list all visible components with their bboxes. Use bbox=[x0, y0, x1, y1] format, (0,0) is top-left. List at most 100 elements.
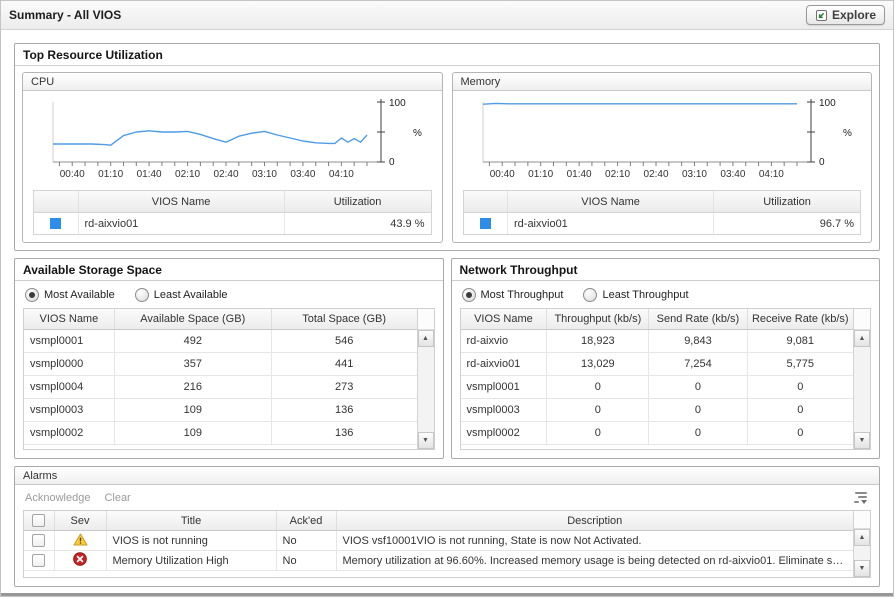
radio-most-available[interactable]: Most Available bbox=[25, 288, 115, 302]
radio-least-available[interactable]: Least Available bbox=[134, 288, 228, 302]
value-cell: 216 bbox=[114, 375, 272, 399]
alarm-checkbox[interactable] bbox=[32, 554, 46, 567]
column-header-send-rate-kb-s[interactable]: Send Rate (kb/s) bbox=[648, 309, 748, 330]
legend-row[interactable]: rd-aixvio01 43.9 % bbox=[34, 212, 431, 234]
radio-label: Least Available bbox=[153, 289, 228, 301]
radio-least-throughput[interactable]: Least Throughput bbox=[583, 288, 689, 302]
network-table: VIOS Name Throughput (kb/s) Send Rate (kb/… bbox=[460, 309, 853, 449]
middle-row: Available Storage Space Most Available Le… bbox=[14, 258, 880, 459]
vios-name-cell: vsmpl0003 bbox=[460, 398, 548, 422]
alarm-description-cell: VIOS vsf10001VIO is not running, State i… bbox=[336, 530, 853, 551]
alarms-table-wrap: Sev Title Ack'ed Description VIOS is not run… bbox=[23, 510, 871, 578]
legend-column-header-utilization[interactable]: Utilization bbox=[284, 191, 431, 213]
legend-swatch-header bbox=[463, 191, 508, 213]
explore-button[interactable]: Explore bbox=[805, 5, 885, 25]
scroll-down-button[interactable]: ▼ bbox=[854, 432, 870, 449]
svg-text:02:40: 02:40 bbox=[214, 169, 239, 180]
svg-text:03:10: 03:10 bbox=[681, 169, 706, 180]
column-header-title[interactable]: Title bbox=[106, 511, 277, 531]
scroll-down-button[interactable]: ▼ bbox=[854, 560, 870, 577]
column-header-available-space-gb[interactable]: Available Space (GB) bbox=[114, 309, 272, 330]
radio-label: Most Available bbox=[44, 289, 115, 301]
cpu-card: CPU 00:40 01:10 01:40 02:10 02:40 03:10 03:40 0… bbox=[22, 72, 443, 243]
scroll-down-button[interactable]: ▼ bbox=[417, 432, 434, 449]
value-cell: 9,081 bbox=[747, 329, 853, 353]
storage-scrollbar[interactable]: ▲ ▼ bbox=[416, 309, 434, 449]
column-header-total-space-gb[interactable]: Total Space (GB) bbox=[271, 309, 417, 330]
storage-radio-group: Most Available Least Available bbox=[15, 281, 443, 308]
table-row[interactable]: vsmpl0003 0 0 0 bbox=[460, 398, 853, 422]
storage-table: VIOS Name Available Space (GB) Total Space… bbox=[24, 309, 417, 449]
value-cell: 273 bbox=[271, 375, 417, 399]
column-header-sev[interactable]: Sev bbox=[54, 511, 107, 531]
column-header-description[interactable]: Description bbox=[336, 511, 853, 531]
table-row[interactable]: vsmpl0001 492 546 bbox=[24, 329, 417, 353]
radio-icon bbox=[461, 288, 476, 302]
value-cell: 7,254 bbox=[648, 352, 748, 376]
legend-row[interactable]: rd-aixvio01 96.7 % bbox=[463, 212, 861, 234]
svg-text:03:40: 03:40 bbox=[720, 169, 745, 180]
memory-card: Memory 00:40 01:10 01:40 02:10 02:40 03:10 03:… bbox=[451, 72, 872, 243]
column-header-receive-rate-kb-s[interactable]: Receive Rate (kb/s) bbox=[747, 309, 853, 330]
legend-column-header-vios-name[interactable]: VIOS Name bbox=[78, 191, 285, 213]
network-table-wrap: VIOS Name Throughput (kb/s) Send Rate (kb/… bbox=[459, 308, 871, 450]
alarm-checkbox[interactable] bbox=[32, 534, 46, 547]
value-cell: 109 bbox=[114, 421, 272, 445]
fatal-icon bbox=[73, 552, 87, 566]
value-cell: 5,775 bbox=[747, 352, 853, 376]
legend-column-header-utilization[interactable]: Utilization bbox=[713, 191, 860, 213]
alarms-toolbar: Acknowledge Clear bbox=[15, 485, 879, 510]
alarm-severity-cell bbox=[54, 550, 107, 571]
value-cell: 136 bbox=[271, 421, 417, 445]
alarm-acked-cell: No bbox=[276, 550, 337, 571]
select-all-checkbox[interactable] bbox=[32, 514, 46, 527]
cpu-chart: 00:40 01:10 01:40 02:10 02:40 03:10 03:40 04:10… bbox=[23, 91, 442, 189]
explore-button-label: Explore bbox=[831, 8, 876, 22]
value-cell: 9,843 bbox=[648, 329, 748, 353]
table-row[interactable]: vsmpl0004 216 273 bbox=[24, 375, 417, 399]
radio-most-throughput[interactable]: Most Throughput bbox=[461, 288, 563, 302]
legend-column-header-vios-name[interactable]: VIOS Name bbox=[507, 191, 715, 213]
scroll-up-button[interactable]: ▲ bbox=[417, 330, 434, 347]
alarm-actions: Acknowledge Clear bbox=[25, 492, 131, 504]
warning-icon bbox=[73, 533, 87, 545]
radio-icon bbox=[134, 288, 149, 302]
clear-button[interactable]: Clear bbox=[104, 492, 131, 504]
table-row[interactable]: rd-aixvio01 13,029 7,254 5,775 bbox=[460, 352, 853, 376]
table-options-icon[interactable] bbox=[852, 490, 869, 506]
scrollbar-track bbox=[854, 347, 870, 432]
svg-text:01:10: 01:10 bbox=[98, 169, 123, 180]
svg-text:0: 0 bbox=[819, 157, 825, 168]
svg-text:04:10: 04:10 bbox=[758, 169, 783, 180]
alarm-acked-cell: No bbox=[276, 530, 337, 551]
alarm-row[interactable]: Memory Utilization High No Memory utilizat… bbox=[24, 550, 853, 571]
column-header-vios-name[interactable]: VIOS Name bbox=[460, 309, 548, 330]
vios-name-cell: rd-aixvio01 bbox=[460, 352, 548, 376]
scroll-up-button[interactable]: ▲ bbox=[854, 529, 870, 546]
table-row[interactable]: vsmpl0002 109 136 bbox=[24, 421, 417, 445]
page-title: Summary - All VIOS bbox=[9, 8, 122, 22]
scroll-up-button[interactable]: ▲ bbox=[854, 330, 870, 347]
cpu-legend-table: VIOS Name Utilization rd-aixvio01 43.9 % bbox=[33, 190, 432, 235]
acknowledge-button[interactable]: Acknowledge bbox=[25, 492, 91, 504]
alarm-row[interactable]: VIOS is not running No VIOS vsf10001VIO is… bbox=[24, 530, 853, 551]
network-scrollbar[interactable]: ▲ ▼ bbox=[853, 309, 870, 449]
alarms-panel: Alarms Acknowledge Clear Sev Title Ack'ed D… bbox=[14, 466, 880, 587]
column-header-vios-name[interactable]: VIOS Name bbox=[24, 309, 115, 330]
alarm-severity-cell bbox=[54, 530, 107, 551]
memory-legend-table: VIOS Name Utilization rd-aixvio01 96.7 % bbox=[462, 190, 861, 235]
table-row[interactable]: rd-aixvio 18,923 9,843 9,081 bbox=[460, 329, 853, 353]
alarms-scrollbar[interactable]: ▲ ▼ bbox=[853, 511, 870, 577]
table-row[interactable]: vsmpl0000 357 441 bbox=[24, 352, 417, 376]
table-row[interactable]: vsmpl0002 0 0 0 bbox=[460, 421, 853, 445]
svg-text:03:40: 03:40 bbox=[290, 169, 315, 180]
svg-text:01:40: 01:40 bbox=[566, 169, 591, 180]
network-radio-group: Most Throughput Least Throughput bbox=[452, 281, 880, 308]
vios-name-cell: vsmpl0000 bbox=[24, 352, 115, 376]
column-header-ack-ed[interactable]: Ack'ed bbox=[276, 511, 337, 531]
column-header-throughput-kb-s[interactable]: Throughput (kb/s) bbox=[546, 309, 650, 330]
table-row[interactable]: vsmpl0003 109 136 bbox=[24, 398, 417, 422]
table-row[interactable]: vsmpl0001 0 0 0 bbox=[460, 375, 853, 399]
svg-text:100: 100 bbox=[819, 98, 836, 109]
